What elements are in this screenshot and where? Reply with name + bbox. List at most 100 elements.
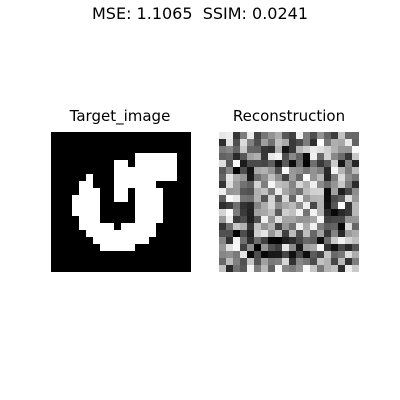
target-pixel [156,216,163,223]
target-pixel [86,216,93,223]
reconstruction-pixel [310,258,317,265]
target-pixel [121,181,128,188]
reconstruction-pixel [338,230,345,237]
target-pixel [114,237,121,244]
reconstruction-pixel [226,258,233,265]
reconstruction-pixel [282,153,289,160]
reconstruction-pixel [240,223,247,230]
reconstruction-pixel [310,153,317,160]
reconstruction-pixel [247,181,254,188]
reconstruction-pixel [310,251,317,258]
reconstruction-pixel [240,188,247,195]
reconstruction-pixel [310,223,317,230]
reconstruction-pixel [219,251,226,258]
reconstruction-pixel [324,188,331,195]
reconstruction-pixel [317,251,324,258]
reconstruction-pixel [247,188,254,195]
target-pixel [135,174,142,181]
reconstruction-pixel [289,209,296,216]
reconstruction-pixel [338,167,345,174]
reconstruction-pixel [275,202,282,209]
reconstruction-pixel [324,160,331,167]
target-pixel [114,181,121,188]
reconstruction-pixel [261,160,268,167]
reconstruction-pixel [345,167,352,174]
reconstruction-pixel [338,244,345,251]
reconstruction-pixel [345,181,352,188]
reconstruction-pixel [317,188,324,195]
reconstruction-pixel [233,209,240,216]
reconstruction-pixel [233,237,240,244]
reconstruction-pixel [233,153,240,160]
reconstruction-pixel [233,251,240,258]
reconstruction-pixel [289,195,296,202]
target-pixel [114,188,121,195]
reconstruction-pixel [247,174,254,181]
reconstruction-pixel [331,146,338,153]
target-pixel [121,167,128,174]
reconstruction-pixel [219,146,226,153]
reconstruction-pixel [289,132,296,139]
reconstruction-pixel [345,160,352,167]
reconstruction-pixel [261,181,268,188]
reconstruction-pixel [289,223,296,230]
target-pixel [121,160,128,167]
reconstruction-pixel [338,265,345,272]
reconstruction-pixel [240,237,247,244]
reconstruction-pixel [219,223,226,230]
reconstruction-pixel [352,132,359,139]
reconstruction-pixel [352,223,359,230]
target-pixel [100,230,107,237]
reconstruction-pixel [261,258,268,265]
reconstruction-pixel [219,188,226,195]
reconstruction-pixel [219,230,226,237]
target-pixel [100,223,107,230]
target-pixel [135,237,142,244]
target-pixel [107,230,114,237]
reconstruction-pixel [254,181,261,188]
target-pixel [170,160,177,167]
reconstruction-pixel [233,181,240,188]
reconstruction-pixel [261,153,268,160]
reconstruction-pixel [352,167,359,174]
reconstruction-pixel [324,223,331,230]
target-pixel [121,188,128,195]
reconstruction-pixel [352,174,359,181]
reconstruction-pixel [226,146,233,153]
reconstruction-pixel [331,258,338,265]
reconstruction-pixel [240,195,247,202]
reconstruction-pixel [310,265,317,272]
reconstruction-pixel [303,139,310,146]
target-pixel [114,195,121,202]
reconstruction-pixel [233,188,240,195]
reconstruction-pixel [317,209,324,216]
target-pixel [128,244,135,251]
reconstruction-pixel [268,265,275,272]
target-pixel [86,202,93,209]
reconstruction-pixel [317,153,324,160]
reconstruction-pixel [261,167,268,174]
reconstruction-pixel [303,188,310,195]
reconstruction-pixel [261,209,268,216]
reconstruction-pixel [338,132,345,139]
reconstruction-pixel [275,132,282,139]
reconstruction-pixel [345,146,352,153]
reconstruction-pixel [268,251,275,258]
reconstruction-pixel [317,146,324,153]
target-pixel [93,230,100,237]
reconstruction-pixel [317,195,324,202]
reconstruction-pixel [240,167,247,174]
reconstruction-pixel [310,132,317,139]
target-pixel [149,188,156,195]
reconstruction-pixel [317,139,324,146]
reconstruction-pixel [233,216,240,223]
target-image-title: Target_image [69,107,171,125]
reconstruction-pixel [345,237,352,244]
reconstruction-pixel [296,174,303,181]
reconstruction-pixel [289,167,296,174]
target-pixel [79,202,86,209]
reconstruction-pixel [303,216,310,223]
reconstruction-pixel [303,230,310,237]
reconstruction-pixel [275,188,282,195]
reconstruction-pixel [282,216,289,223]
